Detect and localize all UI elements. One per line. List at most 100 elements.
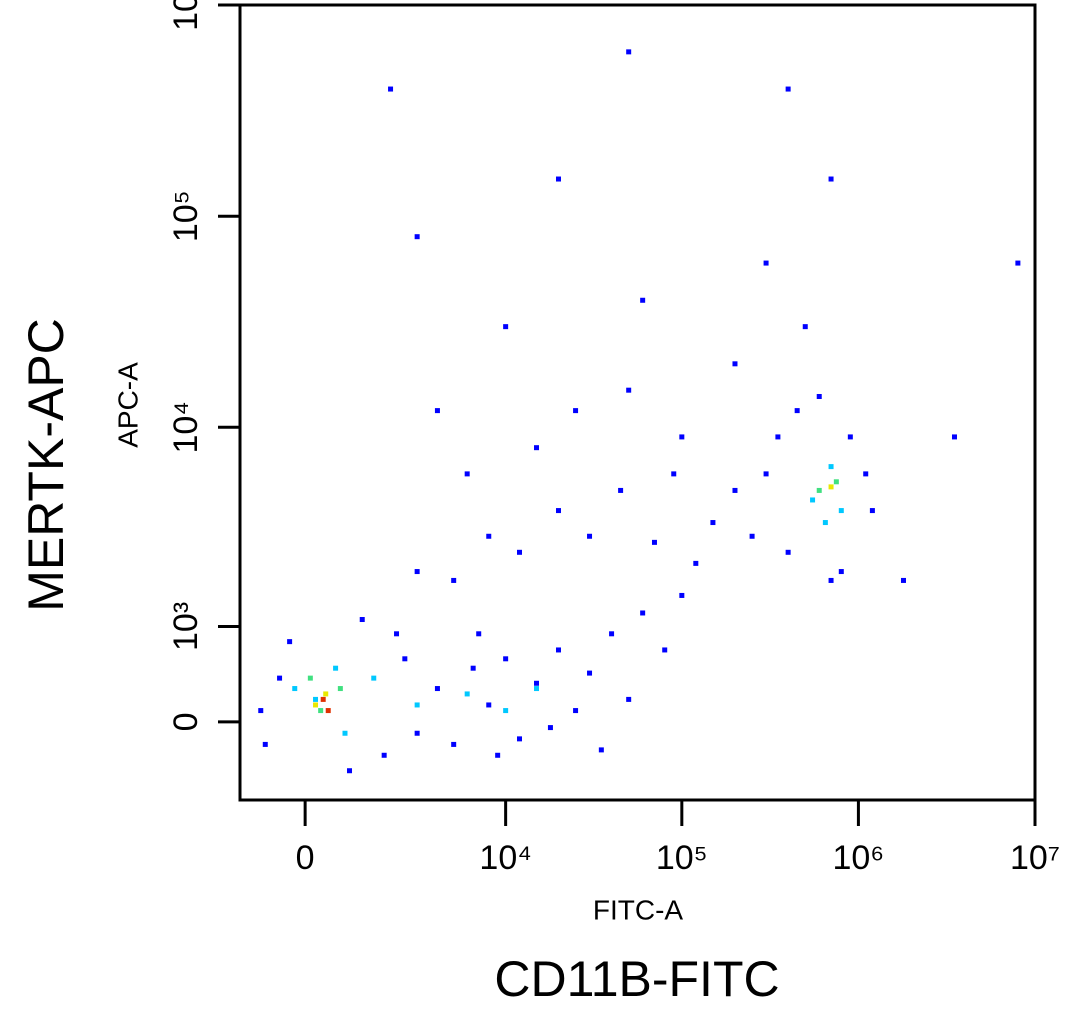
point — [414, 730, 420, 736]
point — [470, 665, 476, 671]
point — [838, 569, 844, 575]
point — [626, 696, 632, 702]
point — [451, 741, 457, 747]
point — [476, 631, 482, 637]
point — [555, 647, 561, 653]
plot-frame — [238, 3, 1037, 802]
point — [816, 487, 822, 493]
point — [587, 670, 593, 676]
point — [486, 702, 492, 708]
y-tick-label: 10⁵ — [167, 190, 205, 242]
point — [414, 569, 420, 575]
point — [626, 49, 632, 55]
point — [822, 520, 828, 526]
point — [503, 656, 509, 662]
point — [414, 702, 420, 708]
point — [318, 708, 324, 714]
point — [763, 260, 769, 266]
point — [307, 675, 313, 681]
point — [337, 686, 343, 692]
point — [320, 696, 326, 702]
point — [262, 741, 268, 747]
x-axis-label: FITC-A — [593, 894, 684, 925]
point — [277, 675, 283, 681]
x-tick-label: 0 — [296, 839, 315, 877]
point — [464, 471, 470, 477]
point — [555, 176, 561, 182]
point — [838, 508, 844, 514]
point — [679, 434, 685, 440]
point — [587, 533, 593, 539]
point — [785, 549, 791, 555]
point — [847, 434, 853, 440]
y-tick-label: 10⁶ — [167, 0, 205, 31]
y-tick-label: 10⁴ — [167, 401, 205, 453]
point — [371, 675, 377, 681]
point — [732, 487, 738, 493]
point — [573, 708, 579, 714]
x-axis-title: CD11B-FITC — [494, 951, 779, 1007]
point — [486, 533, 492, 539]
point — [381, 752, 387, 758]
x-tick-label: 10⁷ — [1010, 839, 1060, 877]
y-tick-label: 10³ — [167, 602, 205, 651]
point — [313, 696, 319, 702]
point — [662, 647, 668, 653]
point — [258, 708, 264, 714]
x-tick-label: 10⁵ — [656, 839, 708, 877]
points — [258, 49, 1021, 774]
point — [573, 408, 579, 414]
point — [388, 86, 394, 92]
point — [749, 533, 755, 539]
point — [555, 508, 561, 514]
point — [863, 471, 869, 477]
point — [816, 393, 822, 399]
point — [547, 725, 553, 731]
point — [785, 86, 791, 92]
point — [534, 445, 540, 451]
point — [651, 539, 657, 545]
point — [833, 479, 839, 485]
point — [287, 639, 293, 645]
point — [534, 680, 540, 686]
point — [626, 387, 632, 393]
point — [323, 691, 329, 697]
point — [342, 730, 348, 736]
point — [671, 471, 677, 477]
point — [775, 434, 781, 440]
point — [828, 464, 834, 470]
point — [517, 736, 523, 742]
point — [618, 487, 624, 493]
point — [464, 691, 470, 697]
point — [414, 234, 420, 240]
point — [434, 408, 440, 414]
point — [451, 577, 457, 583]
y-tick-label: 0 — [167, 712, 205, 731]
point — [951, 434, 957, 440]
point — [313, 702, 319, 708]
point — [828, 176, 834, 182]
point — [802, 324, 808, 330]
point — [732, 361, 738, 367]
point — [640, 610, 646, 616]
point — [517, 549, 523, 555]
point — [495, 752, 501, 758]
point — [710, 520, 716, 526]
point — [1015, 260, 1021, 266]
point — [693, 560, 699, 566]
point — [598, 747, 604, 753]
point — [434, 686, 440, 692]
point — [325, 708, 331, 714]
y-axis-title: MERTK-APC — [18, 318, 74, 612]
point — [810, 497, 816, 503]
point — [640, 297, 646, 303]
point — [609, 631, 615, 637]
point — [402, 656, 408, 662]
point — [333, 665, 339, 671]
y-axis-label: APC-A — [112, 362, 143, 448]
point — [828, 577, 834, 583]
point — [394, 631, 400, 637]
point — [292, 686, 298, 692]
